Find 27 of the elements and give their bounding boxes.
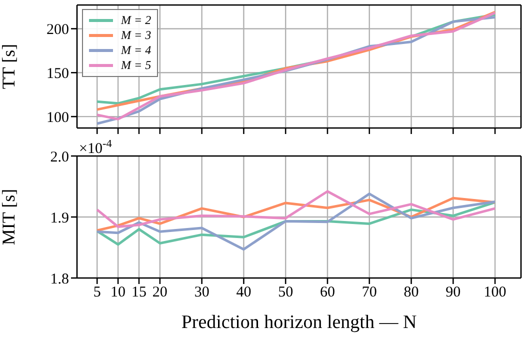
x-tick-label: 40 xyxy=(236,284,252,301)
line-series xyxy=(96,190,496,228)
line-series xyxy=(96,192,496,251)
x-tick-label: 15 xyxy=(131,284,146,301)
x-axis-title: Prediction horizon length — N xyxy=(181,312,417,333)
x-tick-label: 60 xyxy=(320,284,335,301)
x-tick-label: 80 xyxy=(404,284,419,301)
legend-label: M = 2 xyxy=(121,13,152,28)
legend-label: M = 5 xyxy=(121,58,152,73)
y-tick-label: 100 xyxy=(46,110,69,126)
legend-label: M = 4 xyxy=(121,43,152,58)
x-tick-label: 90 xyxy=(446,284,461,301)
x-tick-label: 50 xyxy=(278,284,294,301)
y-tick-label: 2.0 xyxy=(50,149,69,166)
x-tick-label: 100 xyxy=(484,284,506,301)
y-tick-label: 200 xyxy=(46,22,69,38)
y-axis-title: MIT [s] xyxy=(0,188,18,246)
legend-label: M = 3 xyxy=(121,28,152,43)
y-tick-label: 1.8 xyxy=(50,271,69,288)
y-axis-title: TT [s] xyxy=(0,44,18,90)
x-tick-label: 20 xyxy=(152,284,168,301)
x-tick-label: 5 xyxy=(93,284,101,301)
y-tick-label: 1.9 xyxy=(50,210,69,226)
x-tick-label: 30 xyxy=(194,284,210,301)
x-tick-label: 70 xyxy=(362,284,377,301)
x-tick-label: 10 xyxy=(110,284,126,301)
y-tick-label: 150 xyxy=(46,66,69,82)
